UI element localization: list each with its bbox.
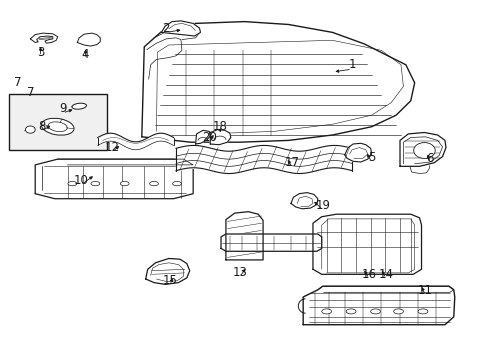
Text: 14: 14 (378, 268, 393, 281)
Polygon shape (225, 212, 263, 260)
Polygon shape (30, 33, 58, 43)
Text: 16: 16 (361, 268, 376, 281)
Ellipse shape (149, 181, 158, 186)
Text: 4: 4 (81, 48, 89, 61)
Text: 19: 19 (315, 199, 329, 212)
Ellipse shape (41, 118, 74, 135)
Polygon shape (210, 130, 230, 145)
Ellipse shape (72, 103, 86, 109)
Ellipse shape (48, 122, 67, 132)
Polygon shape (77, 33, 100, 46)
Polygon shape (399, 132, 445, 166)
Text: 7: 7 (14, 76, 21, 89)
Text: 15: 15 (163, 274, 177, 287)
Text: 10: 10 (73, 174, 88, 187)
Text: 18: 18 (212, 120, 227, 132)
Text: 12: 12 (105, 141, 120, 154)
Ellipse shape (91, 181, 100, 186)
Text: 20: 20 (202, 131, 216, 144)
Text: 17: 17 (285, 156, 299, 169)
Polygon shape (145, 258, 189, 284)
Polygon shape (290, 193, 317, 209)
Ellipse shape (321, 309, 331, 314)
Ellipse shape (370, 309, 380, 314)
Text: 11: 11 (417, 284, 432, 297)
Polygon shape (142, 22, 414, 142)
Polygon shape (344, 143, 371, 162)
Text: 1: 1 (347, 58, 355, 71)
Polygon shape (221, 234, 321, 251)
Text: 13: 13 (232, 266, 246, 279)
Text: 6: 6 (426, 152, 433, 165)
Text: 8: 8 (38, 120, 45, 133)
Polygon shape (35, 159, 193, 199)
Ellipse shape (120, 181, 129, 186)
Text: 2: 2 (162, 22, 170, 35)
Ellipse shape (172, 181, 181, 186)
Ellipse shape (393, 309, 403, 314)
Circle shape (25, 126, 35, 133)
Ellipse shape (68, 181, 77, 186)
Circle shape (413, 143, 434, 158)
Polygon shape (312, 214, 421, 274)
Polygon shape (161, 21, 200, 36)
Polygon shape (195, 130, 210, 144)
Polygon shape (303, 286, 454, 325)
Bar (9, 94, 106, 150)
Ellipse shape (417, 309, 427, 314)
Text: 5: 5 (367, 151, 375, 164)
Ellipse shape (346, 309, 355, 314)
Text: 3: 3 (37, 46, 44, 59)
Text: 7: 7 (26, 86, 34, 99)
Text: 9: 9 (59, 102, 66, 115)
